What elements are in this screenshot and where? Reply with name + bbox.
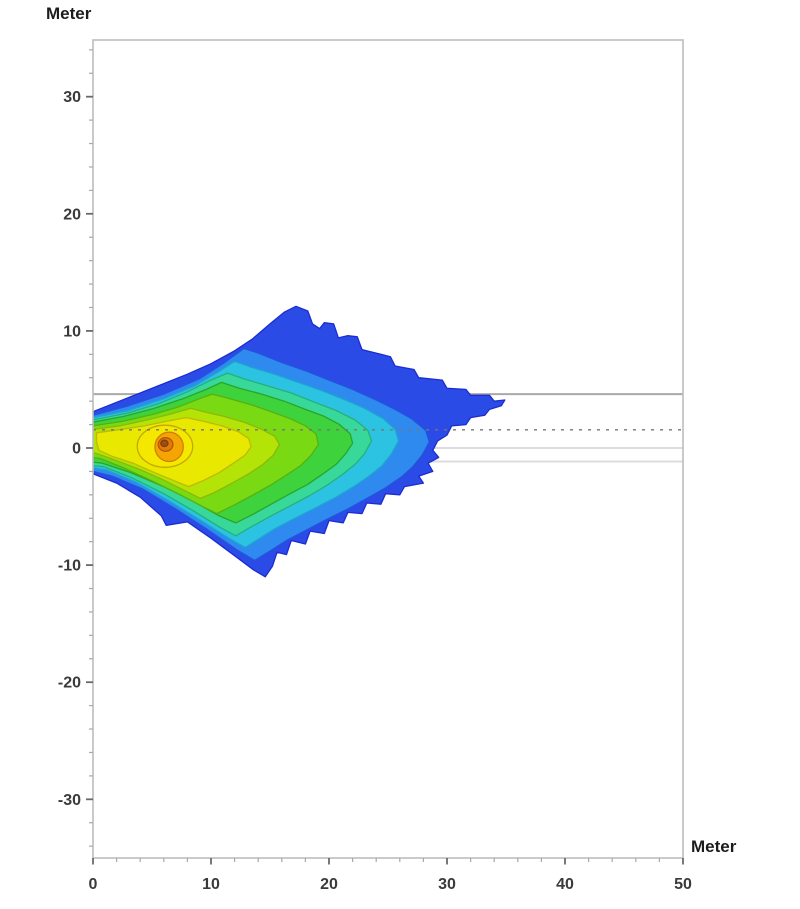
x-axis-title: Meter	[691, 837, 737, 856]
y-tick-label: 0	[72, 441, 81, 458]
y-tick-label: 20	[63, 206, 81, 223]
y-tick-label: 10	[63, 323, 81, 340]
y-tick-label: -10	[58, 558, 81, 575]
x-tick-label: 10	[202, 876, 220, 893]
band-12-peak	[160, 439, 169, 448]
x-tick-label: 40	[556, 876, 574, 893]
plot-border	[92, 39, 684, 859]
y-axis-title: Meter	[46, 4, 92, 23]
y-tick-label: -30	[58, 792, 81, 809]
y-tick-label: 30	[63, 89, 81, 106]
x-tick-label: 0	[89, 876, 98, 893]
contour-group	[93, 305, 506, 578]
y-tick-label: -20	[58, 675, 81, 692]
x-tick-label: 20	[320, 876, 338, 893]
x-tick-label: 50	[674, 876, 692, 893]
x-tick-label: 30	[438, 876, 456, 893]
